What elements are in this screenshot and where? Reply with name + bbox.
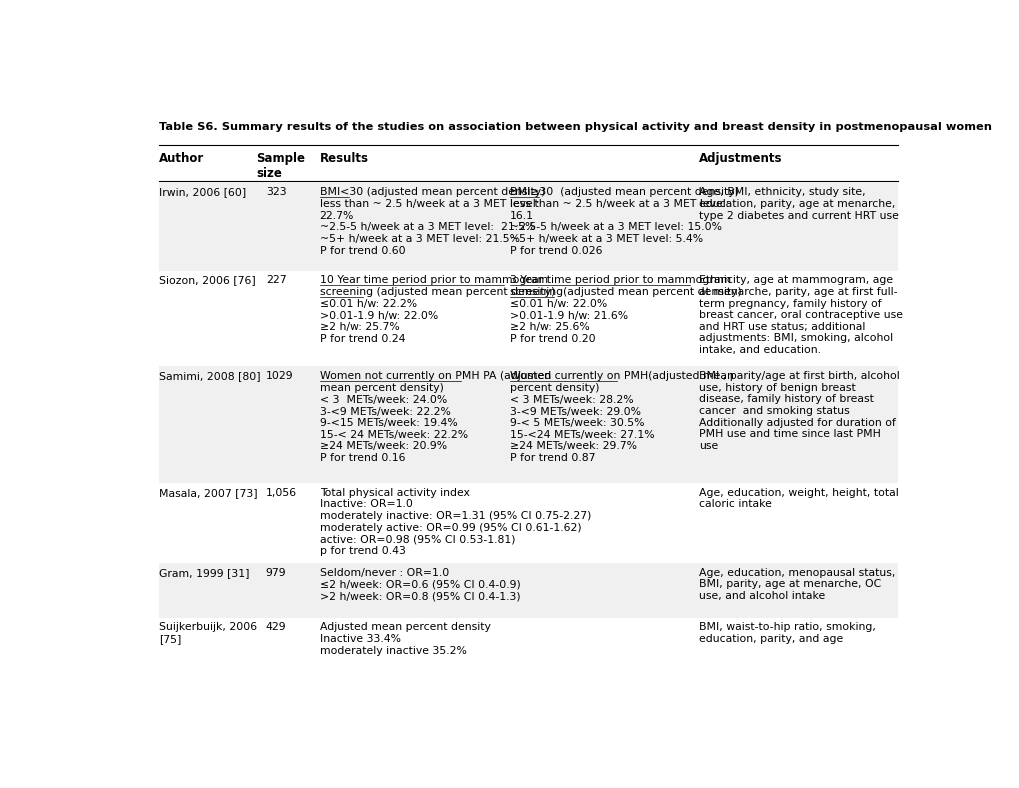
Bar [159,366,898,483]
Text: Results: Results [319,152,368,165]
Text: Samimi, 2008 [80]: Samimi, 2008 [80] [159,371,261,381]
Text: Women not currently on PMH PA (adjusted
mean percent density): Women not currently on PMH PA (adjusted … [319,371,550,393]
Text: < 3  METs/week: 24.0%
3-<9 METs/week: 22.2%
9-<15 METs/week: 19.4%
15-< 24 METs/: < 3 METs/week: 24.0% 3-<9 METs/week: 22.… [319,395,468,463]
Text: BMI , parity/age at first birth, alcohol
use, history of benign breast
disease, : BMI , parity/age at first birth, alcohol… [698,371,899,451]
Text: Age, education, menopausal status,
BMI, parity, age at menarche, OC
use, and alc: Age, education, menopausal status, BMI, … [698,568,895,601]
Text: 3 Year time period prior to mammogram
screening(adjusted mean percent density): 3 Year time period prior to mammogram sc… [510,275,741,297]
Text: Age, BMI, ethnicity, study site,
education, parity, age at menarche,
type 2 diab: Age, BMI, ethnicity, study site, educati… [698,188,898,221]
Text: less than ~ 2.5 h/week at a 3 MET level:
16.1
~2.5-5 h/week at a 3 MET level: 15: less than ~ 2.5 h/week at a 3 MET level:… [510,199,729,255]
Text: Masala, 2007 [73]: Masala, 2007 [73] [159,488,258,498]
Bar [159,618,898,675]
Text: BMI, waist-to-hip ratio, smoking,
education, parity, and age: BMI, waist-to-hip ratio, smoking, educat… [698,623,875,644]
Text: 1029: 1029 [266,371,293,381]
Text: Gram, 1999 [31]: Gram, 1999 [31] [159,568,250,578]
Text: Women currently on PMH(adjusted mean
percent density): Women currently on PMH(adjusted mean per… [510,371,734,393]
Text: 10 Year time period prior to mammogram
screening (adjusted mean percent density): 10 Year time period prior to mammogram s… [319,275,554,297]
Text: Suijkerbuijk, 2006
[75]: Suijkerbuijk, 2006 [75] [159,623,257,644]
Text: 979: 979 [266,568,286,578]
Text: 323: 323 [266,188,286,198]
Text: Author: Author [159,152,204,165]
Text: Adjusted mean percent density
Inactive 33.4%
moderately inactive 35.2%: Adjusted mean percent density Inactive 3… [319,623,490,656]
Text: Ethnicity, age at mammogram, age
at menarche, parity, age at first full-
term pr: Ethnicity, age at mammogram, age at mena… [698,275,902,355]
Text: Sample
size: Sample size [256,152,305,180]
Text: Age, education, weight, height, total
caloric intake: Age, education, weight, height, total ca… [698,488,898,509]
Text: less than ~ 2.5 h/week at a 3 MET level:
22.7%
~2.5-5 h/week at a 3 MET level:  : less than ~ 2.5 h/week at a 3 MET level:… [319,199,538,255]
Bar [159,483,898,563]
Text: Seldom/never : OR=1.0
≤2 h/week: OR=0.6 (95% CI 0.4-0.9)
>2 h/week: OR=0.8 (95% : Seldom/never : OR=1.0 ≤2 h/week: OR=0.6 … [319,568,520,601]
Text: Siozon, 2006 [76]: Siozon, 2006 [76] [159,275,256,285]
Text: BMI≥30  (adjusted mean percent density): BMI≥30 (adjusted mean percent density) [510,188,738,198]
Text: ≤0.01 h/w: 22.0%
>0.01-1.9 h/w: 21.6%
≥2 h/w: 25.6%
P for trend 0.20: ≤0.01 h/w: 22.0% >0.01-1.9 h/w: 21.6% ≥2… [510,299,628,344]
Text: Table S6. Summary results of the studies on association between physical activit: Table S6. Summary results of the studies… [159,122,991,132]
Text: 1,056: 1,056 [266,488,297,498]
Text: Adjustments: Adjustments [698,152,782,165]
Text: Total physical activity index
Inactive: OR=1.0
moderately inactive: OR=1.31 (95%: Total physical activity index Inactive: … [319,488,590,556]
Bar [159,183,898,270]
Text: 429: 429 [266,623,286,633]
Text: BMI<30 (adjusted mean percent density): BMI<30 (adjusted mean percent density) [319,188,544,198]
Text: < 3 METs/week: 28.2%
3-<9 METs/week: 29.0%
9-< 5 METs/week: 30.5%
15-<24 METs/we: < 3 METs/week: 28.2% 3-<9 METs/week: 29.… [510,395,654,463]
Bar [159,270,898,366]
Text: 227: 227 [266,275,286,285]
Text: ≤0.01 h/w: 22.2%
>0.01-1.9 h/w: 22.0%
≥2 h/w: 25.7%
P for trend 0.24: ≤0.01 h/w: 22.2% >0.01-1.9 h/w: 22.0% ≥2… [319,299,437,344]
Bar [159,563,898,618]
Text: Irwin, 2006 [60]: Irwin, 2006 [60] [159,188,247,198]
